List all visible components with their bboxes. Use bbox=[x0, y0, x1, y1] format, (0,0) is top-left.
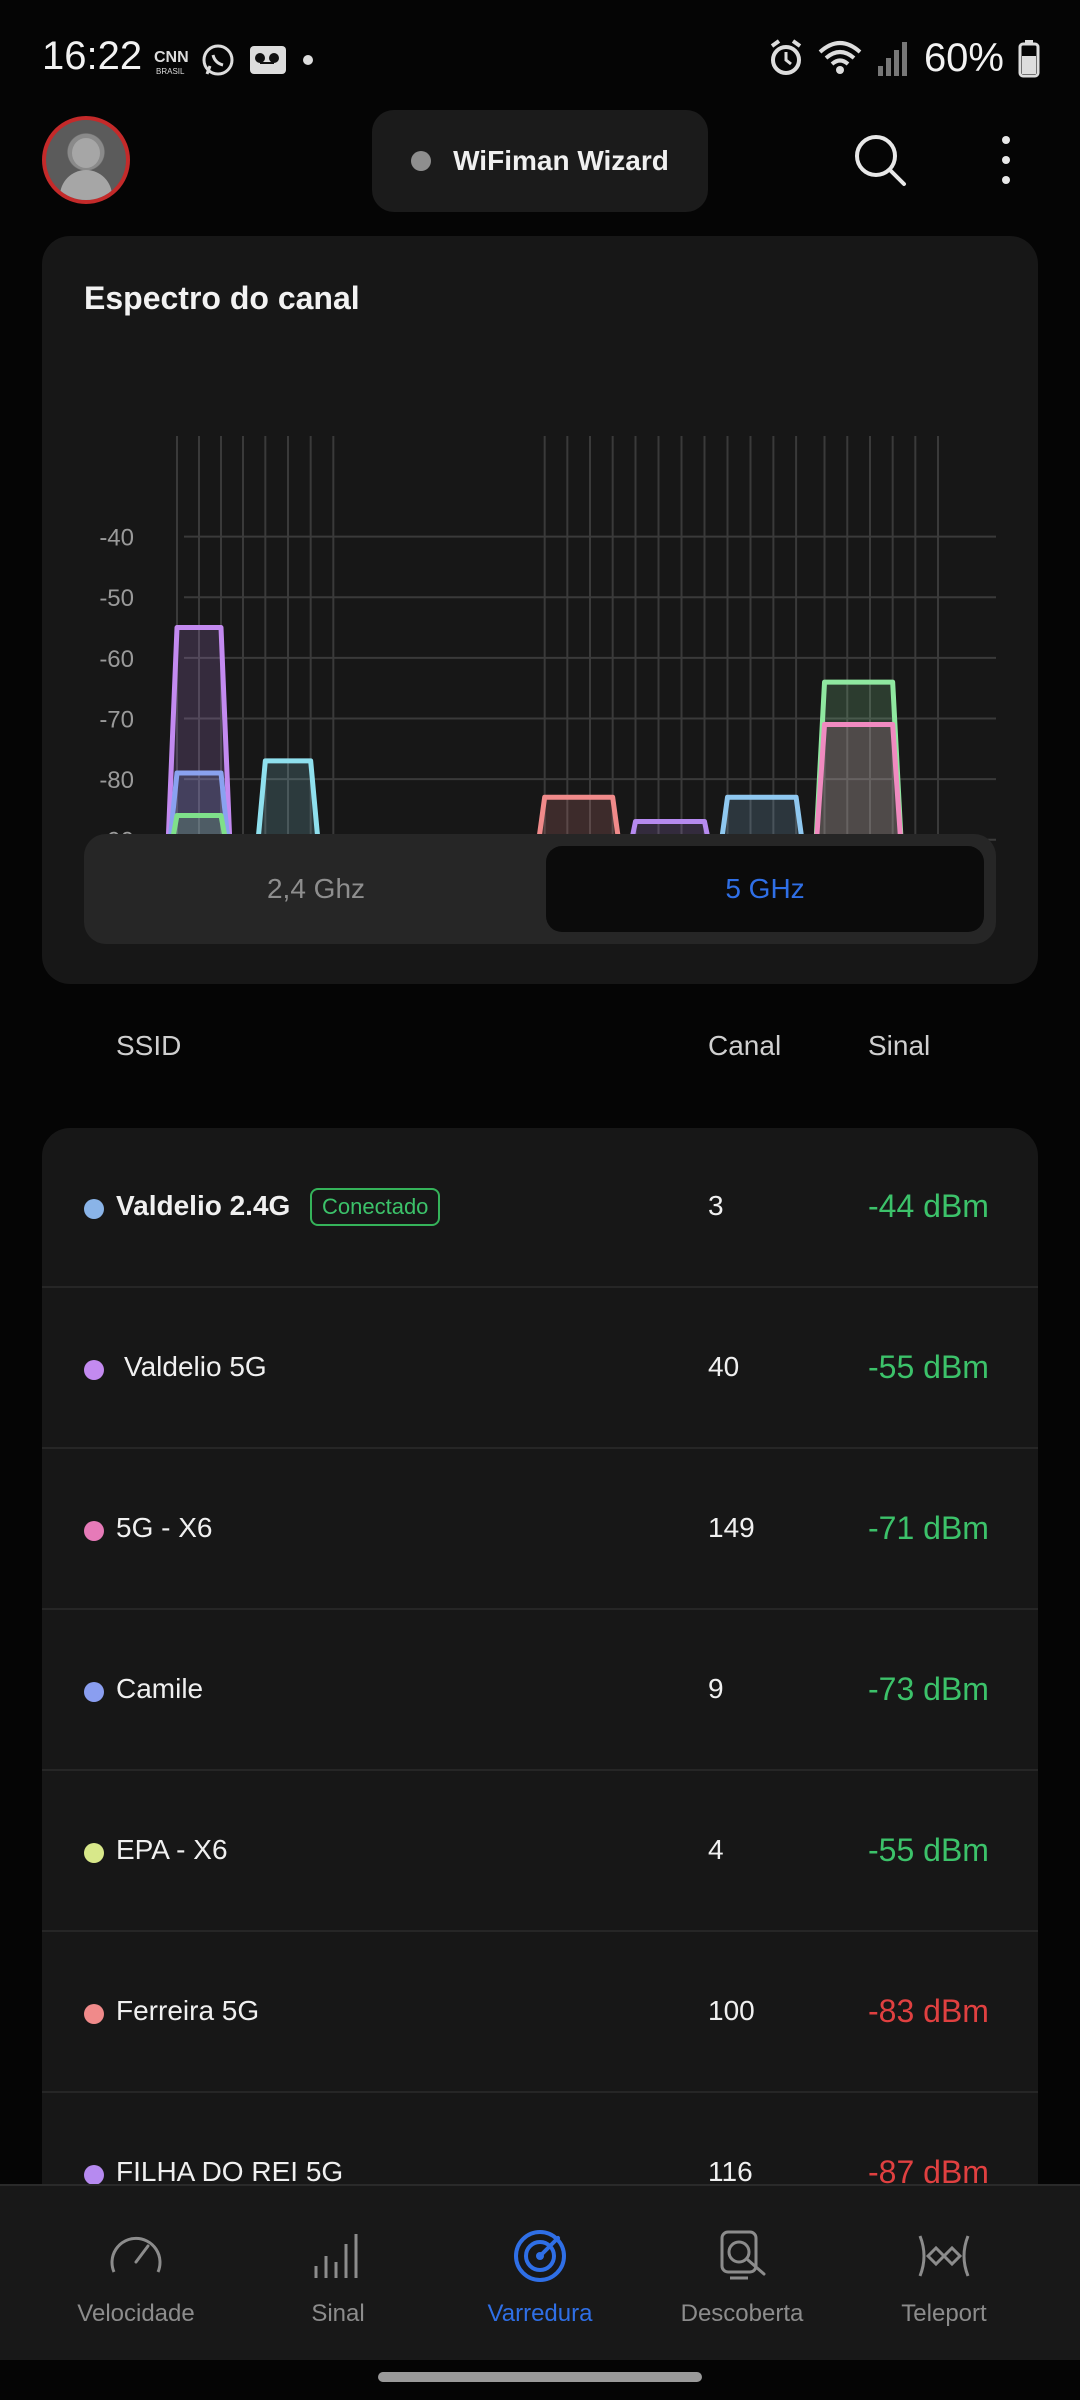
network-color-dot bbox=[84, 1360, 104, 1380]
signal-outline bbox=[532, 794, 626, 871]
network-ssid: EPA - X6 bbox=[116, 1834, 228, 1865]
nav-label: Varredura bbox=[487, 2300, 593, 2327]
cell-signal-icon bbox=[877, 42, 907, 76]
network-channel: 100 bbox=[708, 1995, 755, 2026]
teleport-icon bbox=[918, 2235, 970, 2277]
network-color-dot bbox=[84, 1682, 104, 1702]
header-canal[interactable]: Canal bbox=[708, 1030, 782, 1061]
network-signal: -71 dBm bbox=[868, 1510, 989, 1546]
avatar[interactable] bbox=[42, 116, 130, 204]
network-color-dot bbox=[84, 1521, 104, 1541]
header-sinal[interactable]: Sinal bbox=[868, 1030, 931, 1061]
network-color-dot bbox=[84, 2004, 104, 2024]
signal-outline bbox=[715, 794, 809, 871]
network-signal: -83 dBm bbox=[868, 1993, 989, 2029]
voicemail-icon bbox=[250, 46, 286, 74]
network-ssid: Camile bbox=[116, 1673, 204, 1704]
nav-descoberta[interactable]: Descoberta bbox=[642, 2186, 842, 2362]
cnn-brasil-icon: CNN BRASIL bbox=[154, 49, 188, 76]
bottom-nav: Velocidade Sinal Varredura Descoberta bbox=[0, 2184, 1080, 2360]
network-ssid: Valdelio 5G bbox=[124, 1351, 267, 1382]
signal-outline bbox=[812, 722, 906, 871]
svg-text:BRASIL: BRASIL bbox=[156, 67, 185, 76]
y-tick-label: -80 bbox=[99, 767, 134, 794]
radar-icon bbox=[514, 2230, 566, 2282]
status-left-icons: CNN BRASIL bbox=[152, 40, 316, 80]
network-signal: -55 dBm bbox=[868, 1349, 989, 1385]
network-channel: 149 bbox=[708, 1512, 755, 1543]
svg-text:CNN: CNN bbox=[154, 49, 188, 66]
nav-label: Descoberta bbox=[680, 2300, 804, 2327]
nav-velocidade[interactable]: Velocidade bbox=[36, 2186, 236, 2362]
network-row[interactable]: Camile 9 -73 dBm bbox=[42, 1611, 1038, 1771]
nav-varredura[interactable]: Varredura bbox=[440, 2186, 640, 2362]
network-ssid: FILHA DO REI 5G bbox=[116, 2156, 344, 2187]
band-option-5ghz[interactable]: 5 GHz bbox=[546, 846, 984, 932]
signal-area bbox=[814, 724, 903, 870]
band-option-2-4ghz[interactable]: 2,4 Ghz bbox=[266, 873, 366, 904]
network-channel: 116 bbox=[708, 2156, 753, 2187]
network-channel: 3 bbox=[708, 1190, 724, 1221]
gesture-bar[interactable] bbox=[378, 2372, 702, 2382]
y-tick-label: -70 bbox=[99, 706, 134, 733]
discovery-icon bbox=[720, 2230, 766, 2280]
list-column-header: SSID Canal Sinal bbox=[0, 1022, 1080, 1072]
network-ssid: 5G - X6 bbox=[116, 1512, 213, 1543]
network-color-dot bbox=[84, 1199, 104, 1219]
whatsapp-icon bbox=[202, 44, 234, 76]
band-toggle: 2,4 Ghz 5 GHz bbox=[84, 834, 996, 944]
status-right-icons: 60% bbox=[768, 34, 1040, 82]
network-channel: 4 bbox=[708, 1834, 724, 1865]
nav-label: Teleport bbox=[901, 2300, 987, 2327]
y-tick-label: -40 bbox=[99, 525, 134, 552]
signal-outline bbox=[252, 758, 324, 871]
wizard-label: WiFiman Wizard bbox=[453, 145, 669, 176]
y-tick-label: -50 bbox=[99, 585, 134, 612]
network-row[interactable]: EPA - X6 4 -55 dBm bbox=[42, 1772, 1038, 1932]
wifiman-wizard-button[interactable]: WiFiman Wizard bbox=[372, 110, 708, 212]
channel-spectrum-card: Espectro do canal -40-50-60-70-80-90 345… bbox=[42, 236, 1038, 984]
connected-badge: Conectado bbox=[310, 1188, 441, 1226]
network-row[interactable]: Valdelio 2.4G Conectado 3 -44 dBm bbox=[42, 1128, 1038, 1288]
y-tick-label: -60 bbox=[99, 646, 134, 673]
card-title: Espectro do canal bbox=[84, 280, 360, 316]
chart-y-ticks: -40-50-60-70-80-90 bbox=[99, 525, 134, 855]
signal-outline bbox=[164, 625, 234, 871]
nav-label: Velocidade bbox=[77, 2300, 195, 2327]
nav-teleport[interactable]: Teleport bbox=[844, 2186, 1044, 2362]
wifi-icon bbox=[818, 41, 862, 74]
notification-dot-icon bbox=[303, 55, 313, 65]
network-color-dot bbox=[84, 2165, 104, 2185]
signal-area bbox=[167, 627, 231, 870]
avatar-head bbox=[72, 138, 100, 168]
alarm-icon bbox=[770, 39, 802, 75]
network-ssid: Valdelio 2.4G bbox=[116, 1190, 291, 1221]
signal-outline bbox=[164, 770, 234, 871]
network-row[interactable]: Valdelio 5G 40 -55 dBm bbox=[42, 1289, 1038, 1449]
avatar-body bbox=[60, 170, 112, 200]
header-ssid[interactable]: SSID bbox=[116, 1030, 182, 1061]
network-ssid: Ferreira 5G bbox=[116, 1995, 260, 2026]
network-signal: -55 dBm bbox=[868, 1832, 989, 1868]
speedometer-icon bbox=[110, 2236, 162, 2273]
more-options-icon[interactable] bbox=[990, 132, 1022, 188]
nav-sinal[interactable]: Sinal bbox=[238, 2186, 438, 2362]
signal-area bbox=[814, 682, 903, 870]
network-row[interactable]: Ferreira 5G 100 -83 dBm bbox=[42, 1933, 1038, 2093]
battery-percent: 60% bbox=[923, 35, 1004, 80]
signal-bars-icon bbox=[314, 2234, 358, 2278]
network-signal: -73 dBm bbox=[868, 1671, 989, 1707]
network-channel: 40 bbox=[708, 1351, 740, 1382]
network-list: Valdelio 2.4G Conectado 3 -44 dBm Valdel… bbox=[42, 1128, 1038, 2228]
status-bar: 16:22 CNN BRASIL bbox=[0, 0, 1080, 110]
battery-icon bbox=[1018, 40, 1040, 78]
nav-label: Sinal bbox=[311, 2300, 365, 2327]
network-row[interactable]: 5G - X6 149 -71 dBm bbox=[42, 1450, 1038, 1610]
network-channel: 9 bbox=[708, 1673, 724, 1704]
network-color-dot bbox=[84, 1843, 104, 1863]
network-signal: -44 dBm bbox=[868, 1188, 989, 1224]
wizard-status-dot bbox=[411, 151, 432, 171]
status-time: 16:22 bbox=[42, 34, 143, 78]
search-icon[interactable] bbox=[852, 132, 908, 188]
